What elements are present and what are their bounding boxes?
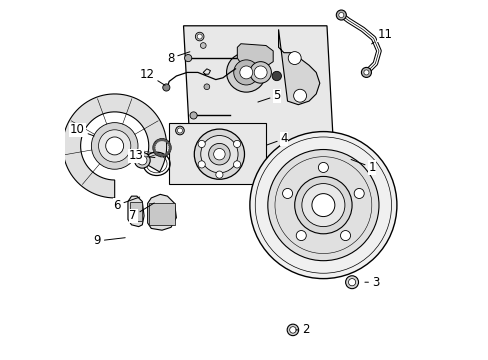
Circle shape (311, 194, 334, 217)
Circle shape (318, 162, 328, 172)
Circle shape (165, 153, 168, 156)
Circle shape (168, 144, 171, 147)
Circle shape (336, 10, 346, 20)
Text: 5: 5 (257, 89, 280, 102)
Polygon shape (183, 26, 333, 158)
Circle shape (198, 140, 205, 148)
Text: 3: 3 (364, 276, 378, 289)
Circle shape (177, 128, 182, 133)
Circle shape (163, 154, 165, 157)
Circle shape (201, 135, 238, 173)
Circle shape (154, 151, 157, 154)
Circle shape (168, 149, 171, 152)
Circle shape (289, 327, 296, 333)
Circle shape (165, 140, 168, 143)
Text: 2: 2 (295, 323, 309, 336)
Circle shape (233, 60, 258, 85)
Circle shape (168, 146, 171, 149)
Polygon shape (128, 196, 144, 226)
Circle shape (105, 137, 123, 155)
Circle shape (226, 53, 265, 92)
Circle shape (294, 176, 351, 234)
Circle shape (175, 126, 184, 135)
Text: 13: 13 (128, 149, 155, 162)
Polygon shape (147, 194, 176, 230)
Text: 4: 4 (266, 132, 287, 145)
Circle shape (91, 123, 138, 169)
Circle shape (137, 156, 147, 165)
Circle shape (363, 70, 368, 75)
Circle shape (345, 276, 358, 289)
Text: 1: 1 (350, 159, 375, 174)
Circle shape (190, 112, 197, 119)
Circle shape (163, 84, 169, 91)
Circle shape (166, 141, 169, 144)
Circle shape (163, 139, 165, 141)
Text: 12: 12 (140, 68, 165, 85)
Circle shape (158, 139, 161, 141)
Circle shape (286, 324, 298, 336)
Circle shape (134, 152, 150, 168)
Polygon shape (237, 44, 273, 65)
Circle shape (198, 161, 205, 168)
Circle shape (301, 184, 344, 226)
Circle shape (239, 66, 252, 79)
Circle shape (208, 143, 230, 165)
Circle shape (215, 171, 223, 178)
Circle shape (340, 230, 350, 240)
Circle shape (254, 66, 266, 79)
Circle shape (158, 154, 161, 157)
Circle shape (213, 148, 224, 160)
Circle shape (153, 144, 156, 147)
Circle shape (338, 13, 343, 18)
Circle shape (152, 146, 155, 149)
Circle shape (296, 230, 305, 240)
Circle shape (361, 67, 371, 77)
Circle shape (267, 149, 378, 261)
Circle shape (233, 161, 240, 168)
Circle shape (153, 149, 156, 152)
Text: 9: 9 (93, 234, 125, 247)
Circle shape (160, 138, 163, 141)
Circle shape (156, 140, 159, 143)
Circle shape (200, 42, 206, 48)
Circle shape (166, 151, 169, 154)
Circle shape (184, 54, 191, 62)
Polygon shape (169, 123, 265, 184)
Circle shape (287, 51, 301, 64)
Circle shape (249, 62, 271, 83)
Circle shape (348, 279, 355, 286)
Circle shape (282, 188, 292, 198)
Circle shape (194, 129, 244, 179)
Circle shape (203, 84, 209, 90)
Polygon shape (129, 202, 142, 221)
Polygon shape (62, 94, 166, 198)
Circle shape (156, 153, 159, 156)
Text: 11: 11 (371, 28, 391, 44)
Circle shape (154, 141, 157, 144)
Text: 6: 6 (113, 197, 140, 212)
Circle shape (99, 130, 131, 162)
Circle shape (353, 188, 364, 198)
Circle shape (197, 34, 202, 39)
Text: 7: 7 (129, 203, 154, 222)
Circle shape (233, 140, 240, 148)
Circle shape (195, 32, 203, 41)
Circle shape (160, 154, 163, 157)
Text: 8: 8 (167, 51, 189, 64)
Polygon shape (278, 30, 319, 105)
Circle shape (249, 132, 396, 279)
Text: 10: 10 (70, 123, 94, 136)
Circle shape (293, 89, 306, 102)
Circle shape (271, 71, 281, 81)
Polygon shape (149, 203, 174, 225)
